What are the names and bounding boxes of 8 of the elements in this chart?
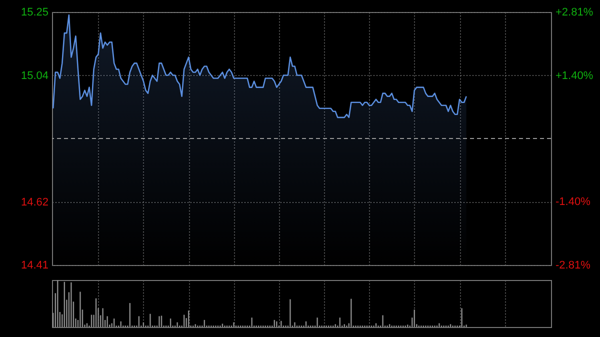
y-tick-label: 15.04 [20, 70, 48, 82]
y2-tick-label: +1.40% [556, 70, 594, 82]
y2-tick-label: +2.81% [556, 6, 594, 18]
y-tick-label: 15.25 [20, 6, 48, 18]
y-tick-label: 14.41 [20, 260, 48, 272]
y2-tick-label: -1.40% [556, 196, 591, 208]
y2-tick-label: -2.81% [556, 260, 591, 272]
y-tick-label: 14.62 [20, 196, 48, 208]
